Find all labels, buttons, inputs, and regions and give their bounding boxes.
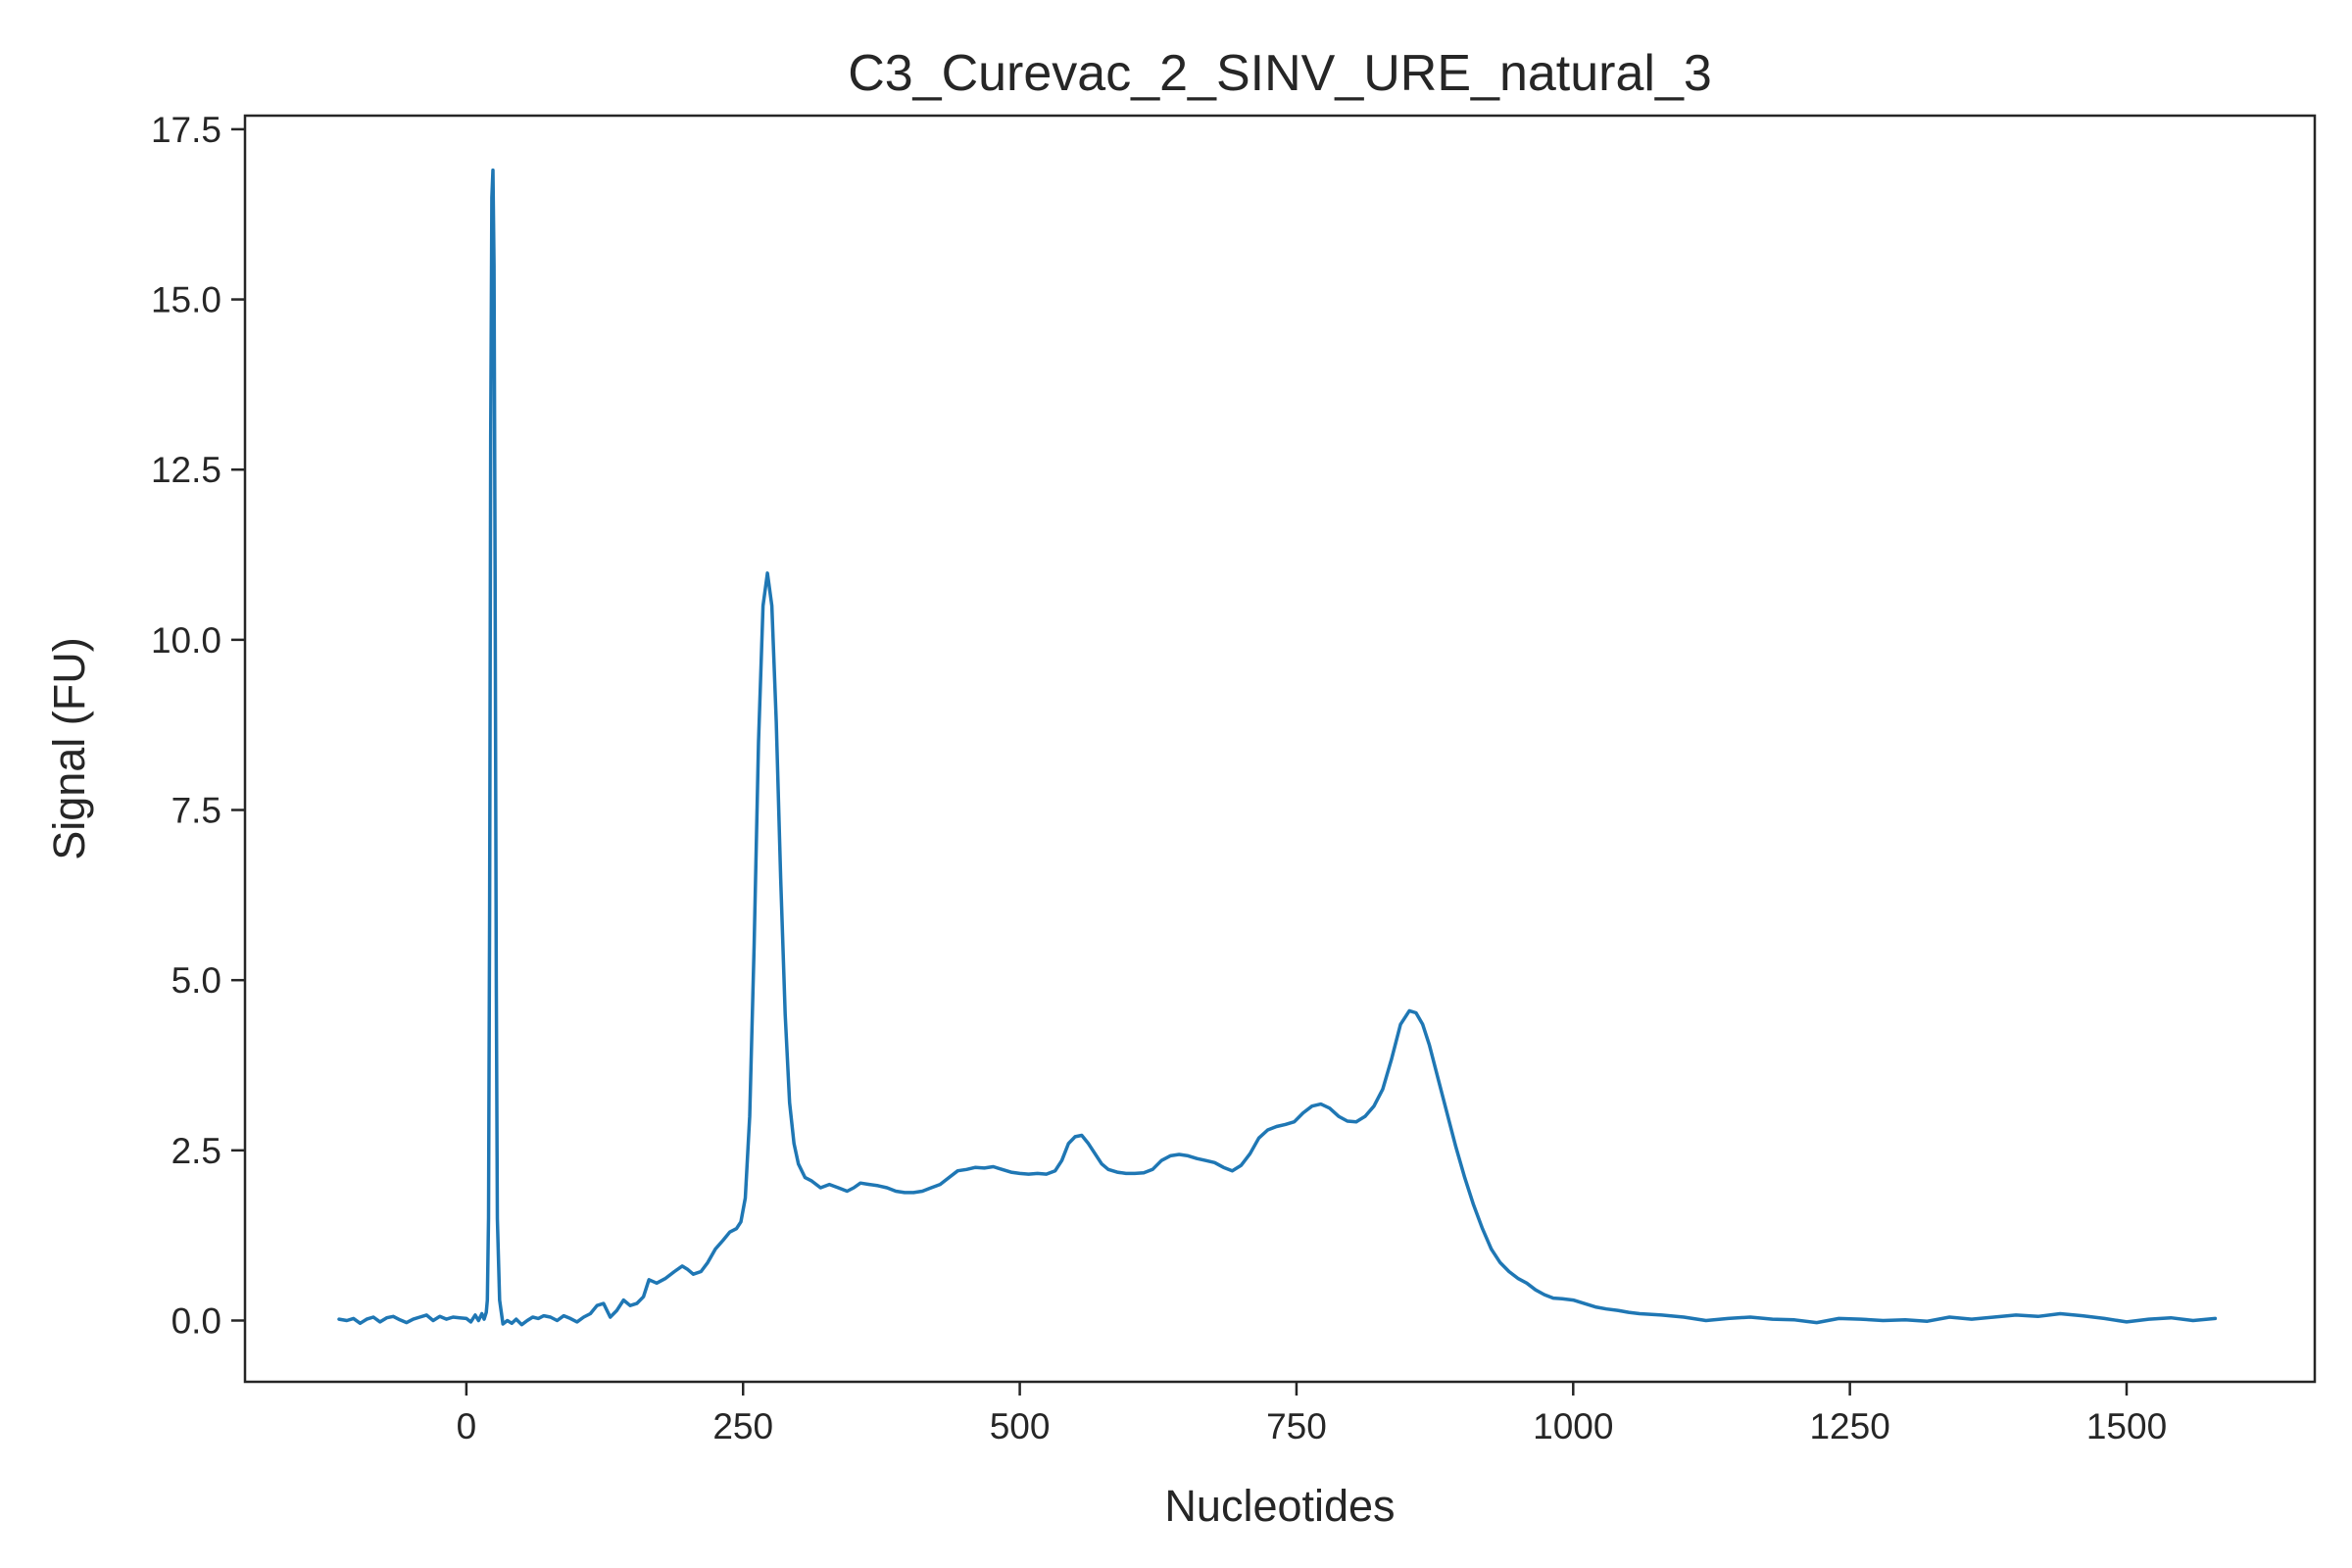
x-tick-label: 1250	[1809, 1406, 1889, 1446]
series-line	[337, 168, 2218, 1327]
y-tick-label: 7.5	[172, 791, 221, 831]
y-tick-label: 5.0	[172, 960, 221, 1001]
chart-title: C3_Curevac_2_SINV_URE_natural_3	[848, 45, 1712, 102]
x-tick-label: 250	[712, 1406, 773, 1446]
x-tick-label: 0	[457, 1406, 477, 1446]
y-tick-label: 0.0	[172, 1300, 221, 1341]
x-tick-label: 500	[990, 1406, 1051, 1446]
y-tick-label: 12.5	[151, 450, 221, 490]
x-axis: 0 250 500 750 1000 1250 1500	[457, 1382, 2167, 1446]
y-tick-label: 17.5	[151, 110, 221, 150]
x-axis-label: Nucleotides	[1164, 1481, 1395, 1531]
y-tick-label: 2.5	[172, 1131, 221, 1171]
y-tick-label: 15.0	[151, 280, 221, 320]
x-tick-label: 1000	[1533, 1406, 1613, 1446]
x-tick-label: 750	[1266, 1406, 1327, 1446]
y-tick-label: 10.0	[151, 620, 221, 661]
x-tick-label: 1500	[2086, 1406, 2167, 1446]
y-axis-label: Signal (FU)	[44, 637, 94, 860]
y-axis: 0.0 2.5 5.0 7.5 10.0 12.5 15.0 17.5	[151, 110, 245, 1341]
plot-frame	[243, 114, 2317, 1384]
